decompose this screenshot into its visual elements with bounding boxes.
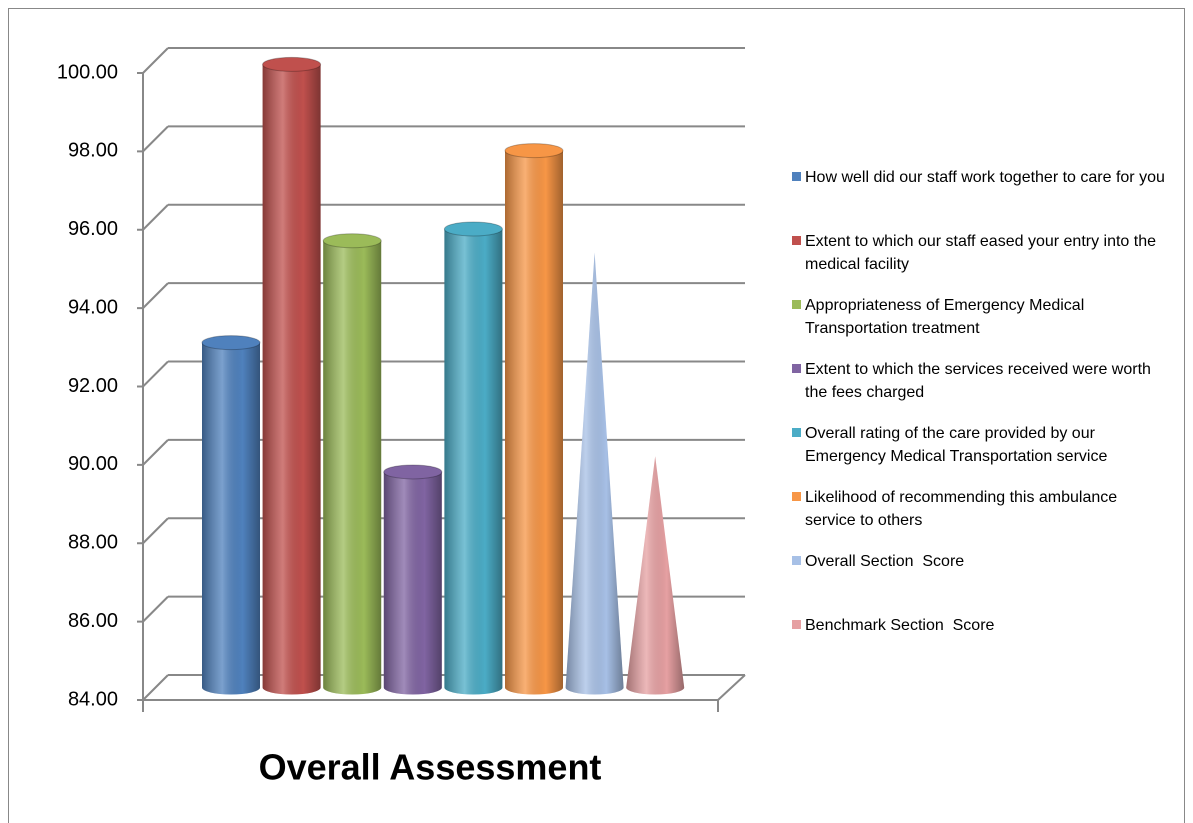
bar-shade	[323, 240, 382, 695]
bar-top	[262, 56, 322, 72]
bar-shade	[505, 150, 563, 695]
bar	[262, 56, 322, 695]
legend-swatch	[792, 172, 801, 181]
y-tick-label: 92.00	[68, 375, 118, 397]
grid-line	[142, 125, 169, 153]
legend-swatch	[792, 620, 801, 629]
legend-entry: Benchmark Section Score	[792, 614, 1172, 678]
legend: How well did our staff work together to …	[792, 166, 1172, 678]
legend-label: Extent to which our staff eased your ent…	[805, 233, 1161, 273]
legend-swatch	[792, 364, 801, 373]
bar-shade	[383, 471, 442, 695]
legend-label: Extent to which the services received we…	[805, 361, 1156, 401]
bar-shade	[262, 64, 321, 695]
legend-entry: Overall rating of the care provided by o…	[792, 422, 1172, 486]
legend-entry: Overall Section Score	[792, 550, 1172, 614]
cone-shade	[565, 252, 624, 695]
y-tick-label: 90.00	[68, 453, 118, 475]
grid-line	[142, 282, 169, 309]
frame	[8, 8, 1185, 823]
legend-label: Likelihood of recommending this ambulanc…	[805, 489, 1122, 529]
bar-shade	[444, 229, 503, 695]
y-tick-label: 98.00	[68, 140, 118, 162]
legend-label: Appropriateness of Emergency Medical Tra…	[805, 297, 1089, 337]
chart-title: Overall Assessment	[259, 747, 602, 788]
legend-entry: Likelihood of recommending this ambulanc…	[792, 486, 1172, 550]
y-tick-label: 100.00	[57, 61, 118, 83]
bar-top	[443, 221, 503, 237]
bar	[504, 143, 564, 695]
bar-shade	[202, 342, 260, 695]
legend-swatch	[792, 492, 801, 501]
legend-entry: Extent to which the services received we…	[792, 358, 1172, 422]
bar-top	[383, 464, 443, 480]
grid-line	[142, 360, 169, 388]
legend-entry: Extent to which our staff eased your ent…	[792, 230, 1172, 294]
grid-line	[142, 204, 169, 231]
legend-swatch	[792, 428, 801, 437]
legend-entry: How well did our staff work together to …	[792, 166, 1172, 230]
legend-swatch	[792, 556, 801, 565]
bar	[565, 252, 624, 695]
bar	[443, 221, 503, 695]
legend-label: Benchmark Section Score	[805, 617, 995, 634]
y-tick-label: 86.00	[68, 610, 118, 632]
bar	[322, 233, 382, 695]
cone-shade	[626, 456, 685, 695]
y-tick-label: 96.00	[68, 218, 118, 240]
bar-top	[504, 143, 564, 159]
y-tick-label: 94.00	[68, 296, 118, 318]
bar	[626, 456, 685, 695]
floor-edge	[717, 674, 746, 701]
bar-top	[322, 233, 382, 249]
grid-line	[142, 595, 169, 623]
bar-top	[201, 335, 261, 351]
bar	[383, 464, 443, 695]
legend-entry: Appropriateness of Emergency Medical Tra…	[792, 294, 1172, 358]
legend-label: How well did our staff work together to …	[805, 169, 1165, 186]
y-tick-label: 84.00	[68, 688, 118, 710]
legend-swatch	[792, 300, 801, 309]
y-tick-label: 88.00	[68, 532, 118, 554]
legend-swatch	[792, 236, 801, 245]
bar	[201, 335, 261, 695]
legend-label: Overall rating of the care provided by o…	[805, 425, 1108, 465]
grid-line	[142, 439, 169, 466]
legend-label: Overall Section Score	[805, 553, 965, 570]
grid-line	[142, 674, 169, 701]
grid-line	[142, 47, 169, 74]
grid-line	[142, 517, 169, 544]
